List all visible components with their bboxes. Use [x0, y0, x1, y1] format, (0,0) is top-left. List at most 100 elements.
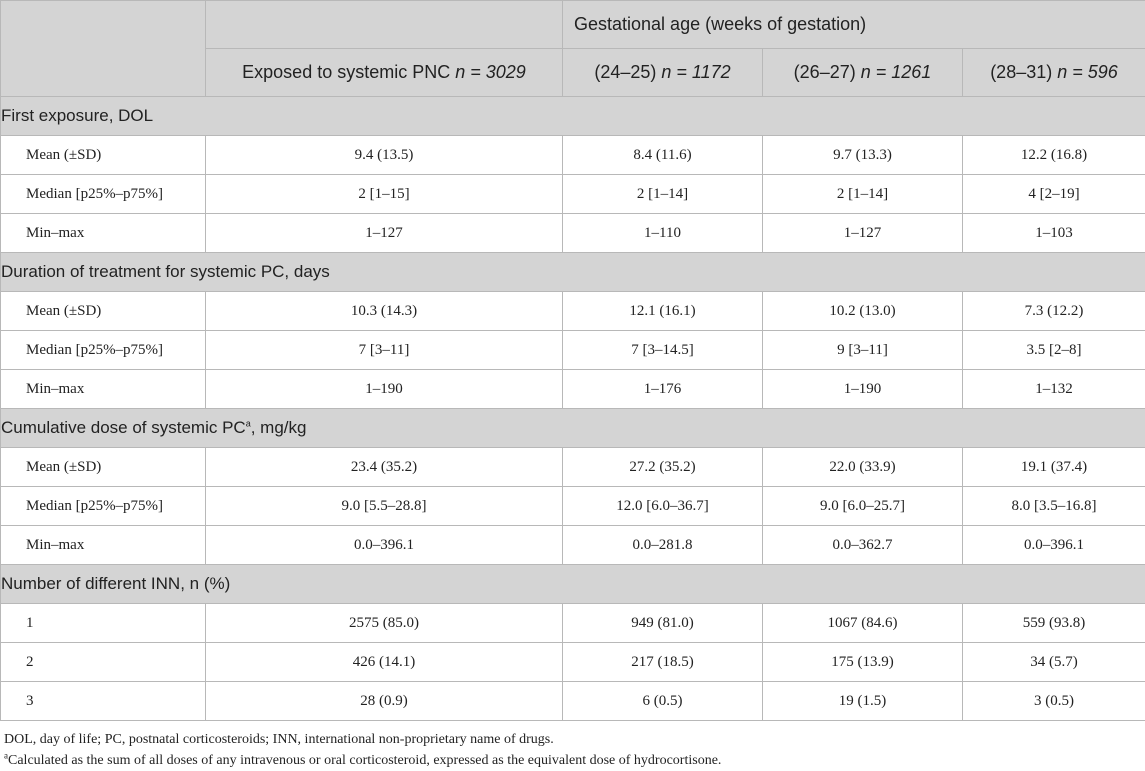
table-cell: 9 [3–11]: [763, 331, 963, 370]
table-cell: 2 [1–14]: [763, 175, 963, 214]
table-cell: 23.4 (35.2): [206, 448, 563, 487]
table-cell: 1–190: [763, 370, 963, 409]
section-header-duration: Duration of treatment for systemic PC, d…: [1, 253, 1145, 292]
table-cell: 7.3 (12.2): [963, 292, 1145, 331]
table-cell: 27.2 (35.2): [563, 448, 763, 487]
table-cell: 0.0–396.1: [963, 526, 1145, 565]
table-cell: 6 (0.5): [563, 682, 763, 721]
column-header-n: n = 596: [1057, 62, 1118, 82]
footnote-text: Calculated as the sum of all doses of an…: [8, 753, 721, 768]
section-title: Number of different INN, n (%): [1, 565, 1145, 604]
table-cell: 2575 (85.0): [206, 604, 563, 643]
row-label: Median [p25%–p75%]: [1, 331, 206, 370]
table-cell: 8.4 (11.6): [563, 136, 763, 175]
table-row: Mean (±SD) 9.4 (13.5) 8.4 (11.6) 9.7 (13…: [1, 136, 1145, 175]
abbreviations-footnote: DOL, day of life; PC, postnatal corticos…: [4, 729, 721, 750]
table-cell: 2 [1–15]: [206, 175, 563, 214]
row-label: Min–max: [1, 526, 206, 565]
column-header-24-25: (24–25) n = 1172: [563, 49, 763, 97]
table-cell: 8.0 [3.5–16.8]: [963, 487, 1145, 526]
table-cell: 1–103: [963, 214, 1145, 253]
table-cell: 9.4 (13.5): [206, 136, 563, 175]
table-cell: 10.3 (14.3): [206, 292, 563, 331]
table-cell: 1–190: [206, 370, 563, 409]
table-cell: 9.0 [5.5–28.8]: [206, 487, 563, 526]
column-header-label: (24–25): [594, 62, 656, 82]
row-label: 3: [1, 682, 206, 721]
row-label: Min–max: [1, 370, 206, 409]
header-spacer-cell: [206, 1, 563, 49]
table-cell: 0.0–281.8: [563, 526, 763, 565]
table-row: Median [p25%–p75%] 2 [1–15] 2 [1–14] 2 […: [1, 175, 1145, 214]
table-cell: 1067 (84.6): [763, 604, 963, 643]
table-cell: 1–176: [563, 370, 763, 409]
section-header-first-exposure: First exposure, DOL: [1, 97, 1145, 136]
table-cell: 1–127: [763, 214, 963, 253]
table-row: Min–max 0.0–396.1 0.0–281.8 0.0–362.7 0.…: [1, 526, 1145, 565]
table-row: Min–max 1–127 1–110 1–127 1–103: [1, 214, 1145, 253]
table-row: Median [p25%–p75%] 9.0 [5.5–28.8] 12.0 […: [1, 487, 1145, 526]
header-empty-cell: [1, 1, 206, 97]
table-row: 2 426 (14.1) 217 (18.5) 175 (13.9) 34 (5…: [1, 643, 1145, 682]
table-cell: 0.0–396.1: [206, 526, 563, 565]
table-cell: 2 [1–14]: [563, 175, 763, 214]
section-title: Duration of treatment for systemic PC, d…: [1, 253, 1145, 292]
table-cell: 0.0–362.7: [763, 526, 963, 565]
section-title-suffix: , mg/kg: [251, 418, 307, 437]
column-header-n: n = 1172: [661, 62, 730, 82]
table-row: Min–max 1–190 1–176 1–190 1–132: [1, 370, 1145, 409]
table-cell: 10.2 (13.0): [763, 292, 963, 331]
section-title-cell: Cumulative dose of systemic PCa, mg/kg: [1, 409, 1145, 448]
row-label: 1: [1, 604, 206, 643]
table-cell: 19.1 (37.4): [963, 448, 1145, 487]
table-cell: 9.7 (13.3): [763, 136, 963, 175]
section-title: First exposure, DOL: [1, 97, 1145, 136]
row-label: Median [p25%–p75%]: [1, 487, 206, 526]
row-label: 2: [1, 643, 206, 682]
row-label: Min–max: [1, 214, 206, 253]
table-cell: 34 (5.7): [963, 643, 1145, 682]
header-row-1: Gestational age (weeks of gestation): [1, 1, 1145, 49]
column-header-label: (26–27): [794, 62, 856, 82]
row-label: Mean (±SD): [1, 292, 206, 331]
table-row: Mean (±SD) 10.3 (14.3) 12.1 (16.1) 10.2 …: [1, 292, 1145, 331]
gestational-age-header: Gestational age (weeks of gestation): [563, 1, 1145, 49]
calculation-footnote: aCalculated as the sum of all doses of a…: [4, 750, 721, 771]
column-header-28-31: (28–31) n = 596: [963, 49, 1145, 97]
column-header-n: n = 1261: [861, 62, 932, 82]
table-cell: 28 (0.9): [206, 682, 563, 721]
table-row: 3 28 (0.9) 6 (0.5) 19 (1.5) 3 (0.5): [1, 682, 1145, 721]
table-cell: 217 (18.5): [563, 643, 763, 682]
table-cell: 949 (81.0): [563, 604, 763, 643]
table-cell: 4 [2–19]: [963, 175, 1145, 214]
table-row: 1 2575 (85.0) 949 (81.0) 1067 (84.6) 559…: [1, 604, 1145, 643]
section-header-inn-count: Number of different INN, n (%): [1, 565, 1145, 604]
column-header-label: (28–31): [990, 62, 1052, 82]
table-cell: 7 [3–14.5]: [563, 331, 763, 370]
row-label: Median [p25%–p75%]: [1, 175, 206, 214]
table-cell: 12.0 [6.0–36.7]: [563, 487, 763, 526]
table-cell: 1–127: [206, 214, 563, 253]
table-cell: 175 (13.9): [763, 643, 963, 682]
section-header-cumulative-dose: Cumulative dose of systemic PCa, mg/kg: [1, 409, 1145, 448]
table-cell: 22.0 (33.9): [763, 448, 963, 487]
section-title: Cumulative dose of systemic PC: [1, 418, 246, 437]
row-label: Mean (±SD): [1, 136, 206, 175]
column-header-exposed: Exposed to systemic PNC n = 3029: [206, 49, 563, 97]
table-cell: 3 (0.5): [963, 682, 1145, 721]
table-row: Median [p25%–p75%] 7 [3–11] 7 [3–14.5] 9…: [1, 331, 1145, 370]
table-cell: 9.0 [6.0–25.7]: [763, 487, 963, 526]
table-cell: 1–110: [563, 214, 763, 253]
table-cell: 1–132: [963, 370, 1145, 409]
table-row: Mean (±SD) 23.4 (35.2) 27.2 (35.2) 22.0 …: [1, 448, 1145, 487]
table-cell: 12.2 (16.8): [963, 136, 1145, 175]
table-cell: 426 (14.1): [206, 643, 563, 682]
table-footnotes: DOL, day of life; PC, postnatal corticos…: [4, 729, 721, 771]
row-label: Mean (±SD): [1, 448, 206, 487]
column-header-n: n = 3029: [455, 62, 526, 82]
table-cell: 3.5 [2–8]: [963, 331, 1145, 370]
column-header-label: Exposed to systemic PNC: [242, 62, 450, 82]
table-cell: 7 [3–11]: [206, 331, 563, 370]
table-cell: 19 (1.5): [763, 682, 963, 721]
results-table: Gestational age (weeks of gestation) Exp…: [0, 0, 1145, 721]
